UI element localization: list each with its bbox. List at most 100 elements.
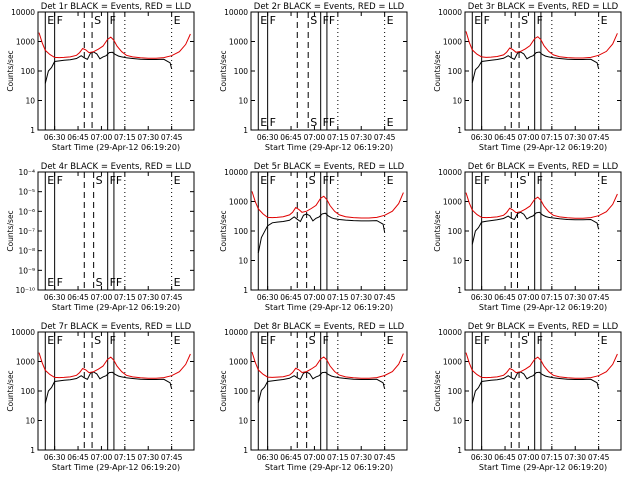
x-tick-label: 06:45 xyxy=(494,453,516,462)
y-tick-label: 10000 xyxy=(224,8,248,17)
y-tick-label: 10000 xyxy=(224,328,248,337)
y-tick-label: 10 xyxy=(238,257,248,266)
marker-label: F xyxy=(57,14,63,27)
x-tick-label: 07:15 xyxy=(327,453,349,462)
marker-label: S xyxy=(310,116,317,129)
series-events-line xyxy=(44,371,173,404)
x-axis-label: Start Time (29-Apr-12 06:19:20) xyxy=(265,143,393,152)
marker-label: F xyxy=(537,174,543,187)
marker-label: E xyxy=(474,14,481,27)
x-axis-label: Start Time (29-Apr-12 06:19:20) xyxy=(52,463,180,472)
marker-label: E xyxy=(174,276,181,289)
marker-label: F xyxy=(57,334,63,347)
x-tick-label: 07:45 xyxy=(588,133,610,142)
marker-label: F xyxy=(329,14,335,27)
y-tick-label: 1000 xyxy=(443,38,462,47)
x-tick-label: 07:45 xyxy=(374,453,396,462)
panel-title: Det 2r BLACK = Events, RED = LLD xyxy=(254,2,405,12)
x-tick-label: 07:15 xyxy=(114,293,136,302)
x-tick-label: 07:45 xyxy=(161,453,183,462)
x-tick-label: 07:30 xyxy=(137,293,159,302)
x-tick-label: 07:45 xyxy=(161,293,183,302)
x-tick-label: 07:00 xyxy=(518,293,540,302)
series-events-line xyxy=(471,51,600,83)
series-lld-line xyxy=(38,32,191,59)
marker-label: E xyxy=(174,334,181,347)
marker-label: E xyxy=(47,14,54,27)
x-tick-label: 07:00 xyxy=(304,453,326,462)
x-tick-label: 07:15 xyxy=(327,293,349,302)
panel-det-6: Det 6r BLACK = Events, RED = LLD 1 10 100 10… xyxy=(433,162,622,312)
marker-label: E xyxy=(260,14,267,27)
x-tick-label: 06:30 xyxy=(44,293,66,302)
x-axis-label: Start Time (29-Apr-12 06:19:20) xyxy=(265,303,393,312)
marker-label: E xyxy=(47,276,54,289)
x-tick-label: 06:30 xyxy=(471,453,493,462)
x-tick-label: 06:30 xyxy=(471,293,493,302)
x-tick-label: 07:15 xyxy=(541,293,563,302)
y-tick-label: 10000 xyxy=(438,8,462,17)
marker-label: F xyxy=(484,174,490,187)
marker-label: F xyxy=(329,174,335,187)
marker-label: F xyxy=(270,14,276,27)
y-tick-label: 100 xyxy=(21,67,36,76)
series-events-line xyxy=(257,371,386,403)
x-tick-label: 07:30 xyxy=(564,133,586,142)
panel-det-4: Det 4r BLACK = Events, RED = LLD 10⁻¹⁰ 10⁻… xyxy=(6,162,195,312)
panel-det-2: Det 2r BLACK = Events, RED = LLD 1 10 100 10… xyxy=(219,2,408,152)
marker-label: E xyxy=(474,174,481,187)
y-tick-label: 10 xyxy=(452,257,462,266)
panel-title: Det 3r BLACK = Events, RED = LLD xyxy=(468,2,619,12)
x-tick-label: 07:15 xyxy=(327,133,349,142)
x-tick-label: 06:45 xyxy=(280,133,302,142)
y-axis-label: Counts/sec xyxy=(6,370,15,411)
marker-label: E xyxy=(474,334,481,347)
y-tick-label: 1000 xyxy=(16,38,35,47)
y-axis-label: Counts/sec xyxy=(433,50,442,91)
x-tick-label: 06:30 xyxy=(257,133,279,142)
marker-label: E xyxy=(47,334,54,347)
y-tick-label: 100 xyxy=(21,387,36,396)
x-tick-label: 06:45 xyxy=(494,293,516,302)
x-tick-label: 07:45 xyxy=(374,133,396,142)
y-tick-label: 1 xyxy=(243,286,248,295)
marker-label: S xyxy=(96,174,103,187)
marker-label: E xyxy=(387,174,394,187)
y-tick-label: 1000 xyxy=(229,198,248,207)
x-tick-label: 07:45 xyxy=(374,293,396,302)
y-axis-label: Counts/sec xyxy=(219,50,228,91)
marker-label: F xyxy=(116,276,122,289)
x-axis-label: Start Time (29-Apr-12 06:19:20) xyxy=(52,143,180,152)
x-tick-label: 07:30 xyxy=(564,453,586,462)
series-lld-line xyxy=(251,351,404,379)
marker-label: S xyxy=(310,14,317,27)
marker-label: E xyxy=(601,174,608,187)
x-tick-label: 07:15 xyxy=(114,133,136,142)
y-tick-label: 10000 xyxy=(224,168,248,177)
marker-label: S xyxy=(521,334,528,347)
x-tick-label: 06:45 xyxy=(67,293,89,302)
panel-title: Det 1r BLACK = Events, RED = LLD xyxy=(41,2,192,12)
x-tick-label: 07:45 xyxy=(161,133,183,142)
y-tick-label: 10 xyxy=(238,97,248,106)
marker-label: F xyxy=(270,174,276,187)
y-tick-label: 1 xyxy=(243,126,248,135)
y-tick-label: 1 xyxy=(457,126,462,135)
y-axis-label: Counts/sec xyxy=(433,210,442,251)
x-tick-label: 07:15 xyxy=(541,133,563,142)
x-tick-label: 07:30 xyxy=(137,453,159,462)
x-tick-label: 06:45 xyxy=(67,133,89,142)
x-tick-label: 07:30 xyxy=(564,293,586,302)
y-tick-label: 1000 xyxy=(229,358,248,367)
x-tick-label: 07:15 xyxy=(541,453,563,462)
marker-label: E xyxy=(260,174,267,187)
marker-label: F xyxy=(270,334,276,347)
marker-label: S xyxy=(94,14,101,27)
marker-label: E xyxy=(601,334,608,347)
panel-title: Det 6r BLACK = Events, RED = LLD xyxy=(468,162,619,172)
marker-label: E xyxy=(260,116,267,129)
y-axis-label: Counts/sec xyxy=(219,210,228,251)
series-lld-line xyxy=(251,191,404,219)
x-tick-label: 06:30 xyxy=(44,453,66,462)
